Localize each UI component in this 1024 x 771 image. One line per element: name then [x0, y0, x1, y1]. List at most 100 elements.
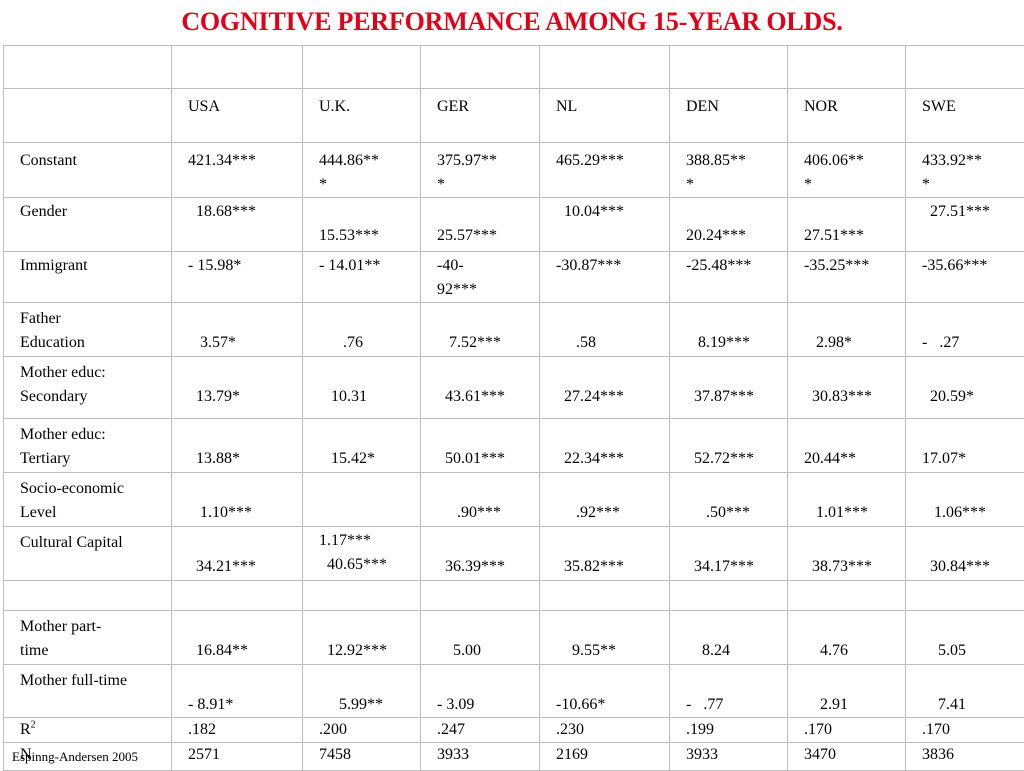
table-header-row: USA U.K. GER NL DEN NOR SWE: [4, 89, 1024, 143]
table-cell: 35.82***: [540, 527, 670, 581]
table-cell: 36.39***: [421, 527, 540, 581]
table-cell: 5.99**: [303, 665, 421, 718]
table-cell: 9.55**: [540, 611, 670, 665]
table-cell: 38.73***: [788, 527, 906, 581]
row-label: Immigrant: [4, 252, 172, 303]
table-cell: 2.98*: [788, 303, 906, 357]
table-cell: 3933: [670, 743, 788, 771]
table-row-n: N 2571 7458 3933 2169 3933 3470 3836: [4, 743, 1024, 771]
table-cell: - .77: [670, 665, 788, 718]
table-cell: 5.05: [906, 611, 1024, 665]
table-row-cultural-capital: Cultural Capital 34.21*** 1.17*** 40.65*…: [4, 527, 1024, 581]
table-cell: 30.84***: [906, 527, 1024, 581]
page-title: COGNITIVE PERFORMANCE AMONG 15-YEAR OLDS…: [0, 4, 1024, 40]
table-cell: 8.19***: [670, 303, 788, 357]
table-cell: 7.52***: [421, 303, 540, 357]
table-row-socio-economic: Socio-economic Level 1.10*** .90*** .92*…: [4, 473, 1024, 527]
table-cell: .76: [303, 303, 421, 357]
table-cell: 15.53***: [303, 198, 421, 252]
table-cell: - 14.01**: [303, 252, 421, 303]
table-row: [4, 46, 1024, 89]
column-header-nor: NOR: [788, 89, 906, 143]
table-cell: .90***: [421, 473, 540, 527]
table-cell: .182: [172, 718, 303, 743]
table-cell: -30.87***: [540, 252, 670, 303]
table-cell: 388.85** *: [670, 143, 788, 198]
column-header-usa: USA: [172, 89, 303, 143]
table-cell: 375.97** *: [421, 143, 540, 198]
regression-table: USA U.K. GER NL DEN NOR SWE Constant 421…: [3, 45, 1024, 771]
table-cell: 27.51***: [906, 198, 1024, 252]
table-cell: .170: [788, 718, 906, 743]
table-cell: - 15.98*: [172, 252, 303, 303]
table-cell: .200: [303, 718, 421, 743]
table-cell: .199: [670, 718, 788, 743]
table-cell: 1.17*** 40.65***: [303, 527, 421, 581]
table-cell: 27.24***: [540, 357, 670, 419]
table-cell: 20.44**: [788, 419, 906, 473]
source-citation: Espinng-Andersen 2005: [12, 748, 138, 766]
table-cell: 16.84**: [172, 611, 303, 665]
table-cell: 34.21***: [172, 527, 303, 581]
table-cell: 465.29***: [540, 143, 670, 198]
table-cell: .92***: [540, 473, 670, 527]
table-row-immigrant: Immigrant - 15.98* - 14.01** -40- 92*** …: [4, 252, 1024, 303]
table-cell: 7458: [303, 743, 421, 771]
table-cell: 421.34***: [172, 143, 303, 198]
row-label: Mother educ: Secondary: [4, 357, 172, 419]
table-cell: 2169: [540, 743, 670, 771]
table-row-constant: Constant 421.34*** 444.86** * 375.97** *…: [4, 143, 1024, 198]
table-cell: -35.66***: [906, 252, 1024, 303]
column-header-swe: SWE: [906, 89, 1024, 143]
table-row-father-education: Father Education 3.57* .76 7.52*** .58 8…: [4, 303, 1024, 357]
table-cell: 10.04***: [540, 198, 670, 252]
header-corner-cell: [4, 89, 172, 143]
table-cell: 433.92** *: [906, 143, 1024, 198]
table-cell: 43.61***: [421, 357, 540, 419]
column-header-nl: NL: [540, 89, 670, 143]
table-cell: 3933: [421, 743, 540, 771]
column-header-ger: GER: [421, 89, 540, 143]
row-label: Gender: [4, 198, 172, 252]
table-cell: 2571: [172, 743, 303, 771]
row-label: Socio-economic Level: [4, 473, 172, 527]
table-cell: .58: [540, 303, 670, 357]
table-cell: 34.17***: [670, 527, 788, 581]
table-cell: -35.25***: [788, 252, 906, 303]
table-cell: 15.42*: [303, 419, 421, 473]
table-cell: 3470: [788, 743, 906, 771]
column-header-den: DEN: [670, 89, 788, 143]
table-cell: 17.07*: [906, 419, 1024, 473]
table-cell: 22.34***: [540, 419, 670, 473]
table-row-gender: Gender 18.68*** 15.53*** 25.57*** 10.04*…: [4, 198, 1024, 252]
table-cell: 1.01***: [788, 473, 906, 527]
table-cell: 12.92***: [303, 611, 421, 665]
row-label: Mother educ: Tertiary: [4, 419, 172, 473]
table-cell: 444.86** *: [303, 143, 421, 198]
table-cell: 50.01***: [421, 419, 540, 473]
table-cell: .230: [540, 718, 670, 743]
table-cell: - 3.09: [421, 665, 540, 718]
table-cell: 3.57*: [172, 303, 303, 357]
table-cell: 20.24***: [670, 198, 788, 252]
table-cell: 20.59*: [906, 357, 1024, 419]
table-row-mother-tertiary: Mother educ: Tertiary 13.88* 15.42* 50.0…: [4, 419, 1024, 473]
table-cell: .50***: [670, 473, 788, 527]
row-label: Father Education: [4, 303, 172, 357]
table-cell: -25.48***: [670, 252, 788, 303]
table-row-mother-secondary: Mother educ: Secondary 13.79* 10.31 43.6…: [4, 357, 1024, 419]
row-label: Constant: [4, 143, 172, 198]
table-cell: 8.24: [670, 611, 788, 665]
table-cell: 52.72***: [670, 419, 788, 473]
row-label: R2: [4, 718, 172, 743]
table-row-mother-full-time: Mother full-time - 8.91* 5.99** - 3.09 -…: [4, 665, 1024, 718]
table-cell: 27.51***: [788, 198, 906, 252]
table-cell: .170: [906, 718, 1024, 743]
row-label: Mother part- time: [4, 611, 172, 665]
row-label: Mother full-time: [4, 665, 172, 718]
table-cell: -40- 92***: [421, 252, 540, 303]
table-row-r2: R2 .182 .200 .247 .230 .199 .170 .170: [4, 718, 1024, 743]
table-cell: .247: [421, 718, 540, 743]
table-cell: 3836: [906, 743, 1024, 771]
table-cell: -10.66*: [540, 665, 670, 718]
